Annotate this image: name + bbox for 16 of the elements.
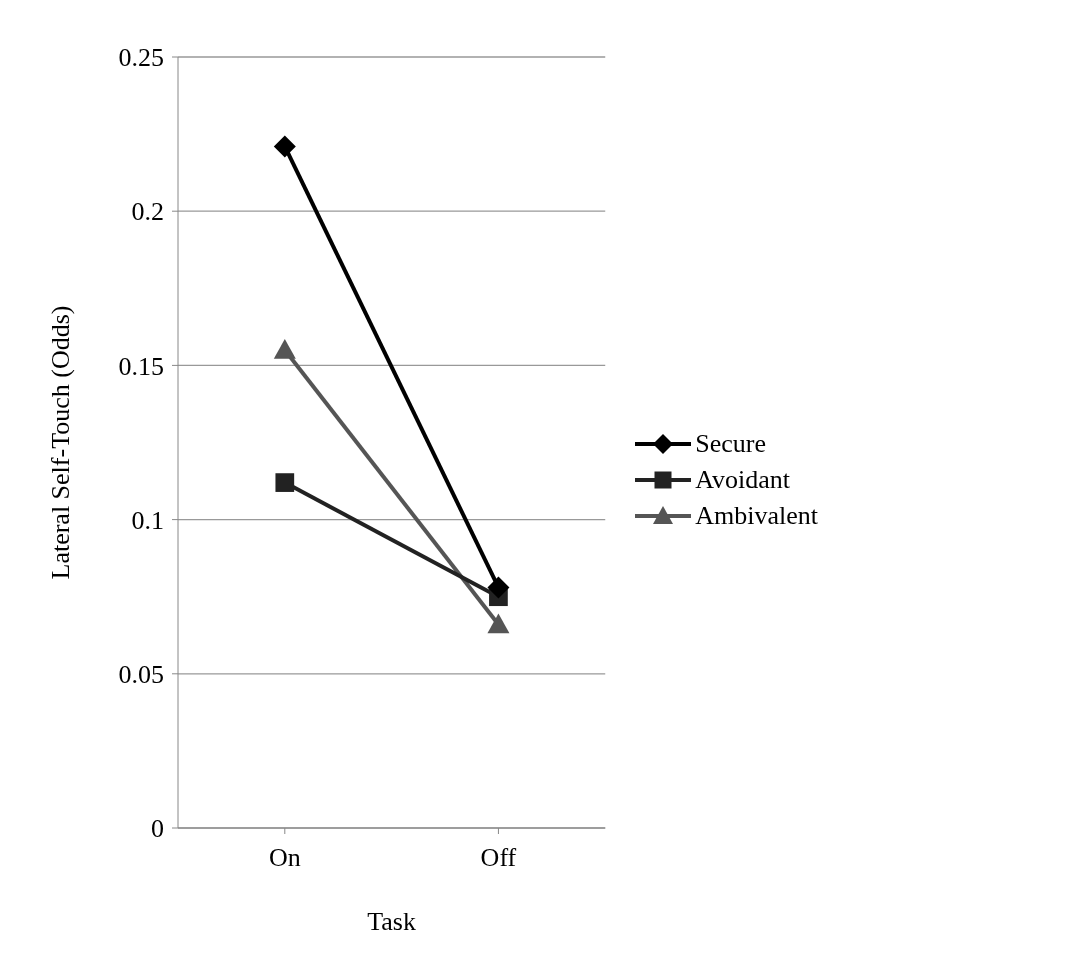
point [275,473,295,492]
y-tick-label: 0.15 [118,351,164,381]
x-tick-label: On [268,843,301,873]
y-tick-label: 0.1 [131,505,164,535]
y-tick-label: 0.05 [118,660,164,690]
legend-label: Ambivalent [695,501,818,531]
x-axis-title: Task [367,907,416,936]
point [273,135,296,158]
point [487,576,510,599]
x-tick-label: Off [480,843,517,873]
legend-label: Secure [695,429,766,459]
y-axis-title: Lateral Self-Touch (Odds) [46,305,76,580]
legend-label: Avoidant [695,465,791,495]
y-tick-label: 0.25 [118,43,164,73]
y-tick-label: 0 [151,814,164,844]
y-tick-label: 0.2 [131,197,164,227]
